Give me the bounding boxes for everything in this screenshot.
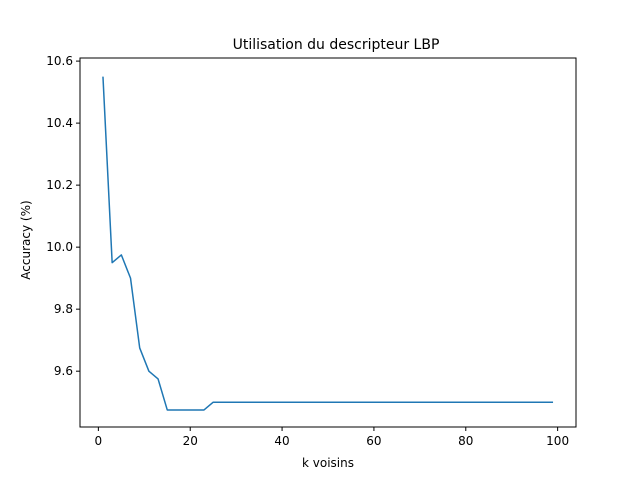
- chart-title: Utilisation du descripteur LBP: [233, 37, 440, 53]
- y-tick-label: 9.8: [54, 302, 73, 316]
- x-tick-label: 100: [546, 434, 569, 448]
- y-tick-label: 9.6: [54, 364, 73, 378]
- x-axis-label: k voisins: [302, 456, 354, 470]
- y-tick-label: 10.4: [46, 116, 73, 130]
- y-axis-label: Accuracy (%): [19, 200, 33, 279]
- plot-frame: [79, 57, 577, 428]
- y-tick-label: 10.2: [46, 178, 73, 192]
- x-tick-label: 0: [95, 434, 103, 448]
- y-axis: 9.6 9.8 10.0 10.2 10.4 10.6: [46, 54, 80, 378]
- y-tick-label: 10.0: [46, 240, 73, 254]
- plot-area: [102, 76, 554, 411]
- series-line: [102, 76, 554, 411]
- y-tick-label: 10.6: [46, 54, 73, 68]
- x-axis: 0 20 40 60 80 100: [95, 427, 569, 448]
- x-tick-label: 60: [366, 434, 381, 448]
- x-tick-label: 40: [274, 434, 289, 448]
- x-tick-label: 80: [458, 434, 473, 448]
- x-tick-label: 20: [183, 434, 198, 448]
